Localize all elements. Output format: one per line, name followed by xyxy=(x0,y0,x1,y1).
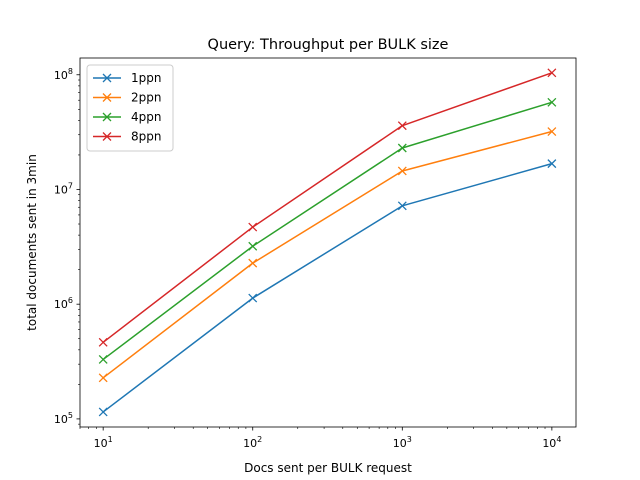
data-point-marker xyxy=(248,293,258,303)
data-point-marker xyxy=(547,97,557,107)
x-tick-label: 103 xyxy=(393,435,412,450)
data-point-marker xyxy=(248,222,258,232)
x-tick-base: 10 xyxy=(542,437,556,450)
series-line xyxy=(102,72,553,343)
y-tick-base: 10 xyxy=(54,298,68,311)
data-point-marker xyxy=(248,258,258,268)
y-tick-base: 10 xyxy=(54,69,68,82)
legend-marker xyxy=(102,132,112,141)
y-axis-label: total documents sent in 3min xyxy=(25,154,39,331)
x-tick-exponent: 4 xyxy=(556,435,561,444)
y-tick-base: 10 xyxy=(54,183,68,196)
data-point-marker xyxy=(547,68,557,78)
data-point-marker xyxy=(397,201,407,211)
chart-title: Query: Throughput per BULK size xyxy=(208,37,449,53)
y-tick-exponent: 7 xyxy=(68,181,73,190)
legend-entry: 2ppn xyxy=(93,91,161,105)
data-point-marker xyxy=(397,166,407,176)
series-line xyxy=(102,162,553,413)
y-tick-label: 108 xyxy=(54,67,73,82)
data-point-marker xyxy=(98,407,108,417)
series-2ppn xyxy=(98,127,557,383)
y-tick-label: 107 xyxy=(54,181,73,196)
x-tick-label: 102 xyxy=(243,435,262,450)
legend-box xyxy=(86,64,174,152)
data-point-marker xyxy=(547,159,557,169)
legend-entry: 8ppn xyxy=(93,130,161,144)
legend-marker xyxy=(102,93,112,102)
x-tick-base: 10 xyxy=(94,437,108,450)
legend-entry: 4ppn xyxy=(93,110,161,124)
series-line xyxy=(102,130,553,379)
x-axis-label: Docs sent per BULK request xyxy=(244,461,412,475)
y-tick-base: 10 xyxy=(54,413,68,426)
x-tick-exponent: 1 xyxy=(108,435,113,444)
data-point-marker xyxy=(98,354,108,364)
data-point-marker xyxy=(397,143,407,153)
legend-label: 4ppn xyxy=(131,110,161,124)
series-line xyxy=(102,101,553,361)
data-point-marker xyxy=(547,127,557,136)
x-tick-exponent: 3 xyxy=(407,435,412,444)
plot-frame xyxy=(79,57,577,428)
legend-marker xyxy=(102,112,112,122)
legend-marker xyxy=(102,73,112,83)
legend: 1ppn 2ppn 4ppn 8ppn xyxy=(86,64,174,152)
data-point-marker xyxy=(248,241,258,251)
x-tick-base: 10 xyxy=(243,437,257,450)
legend-label: 1ppn xyxy=(131,71,161,85)
x-tick-base: 10 xyxy=(393,437,407,450)
data-point-marker xyxy=(98,373,108,383)
data-point-marker xyxy=(397,121,407,131)
data-point-marker xyxy=(98,337,108,347)
series-4ppn xyxy=(98,97,557,364)
y-tick-exponent: 6 xyxy=(68,296,73,305)
legend-label: 8ppn xyxy=(131,130,161,144)
y-tick-exponent: 5 xyxy=(68,411,73,420)
legend-label: 2ppn xyxy=(131,91,161,105)
y-tick-label: 106 xyxy=(54,296,73,311)
series-8ppn xyxy=(98,68,557,347)
series-layer xyxy=(98,68,557,417)
y-tick-label: 105 xyxy=(54,411,73,426)
x-tick-exponent: 2 xyxy=(257,435,262,444)
x-tick-label: 101 xyxy=(94,435,113,450)
legend-entry: 1ppn xyxy=(93,71,161,85)
y-tick-exponent: 8 xyxy=(68,67,73,76)
x-tick-label: 104 xyxy=(542,435,561,450)
series-1ppn xyxy=(98,159,557,417)
